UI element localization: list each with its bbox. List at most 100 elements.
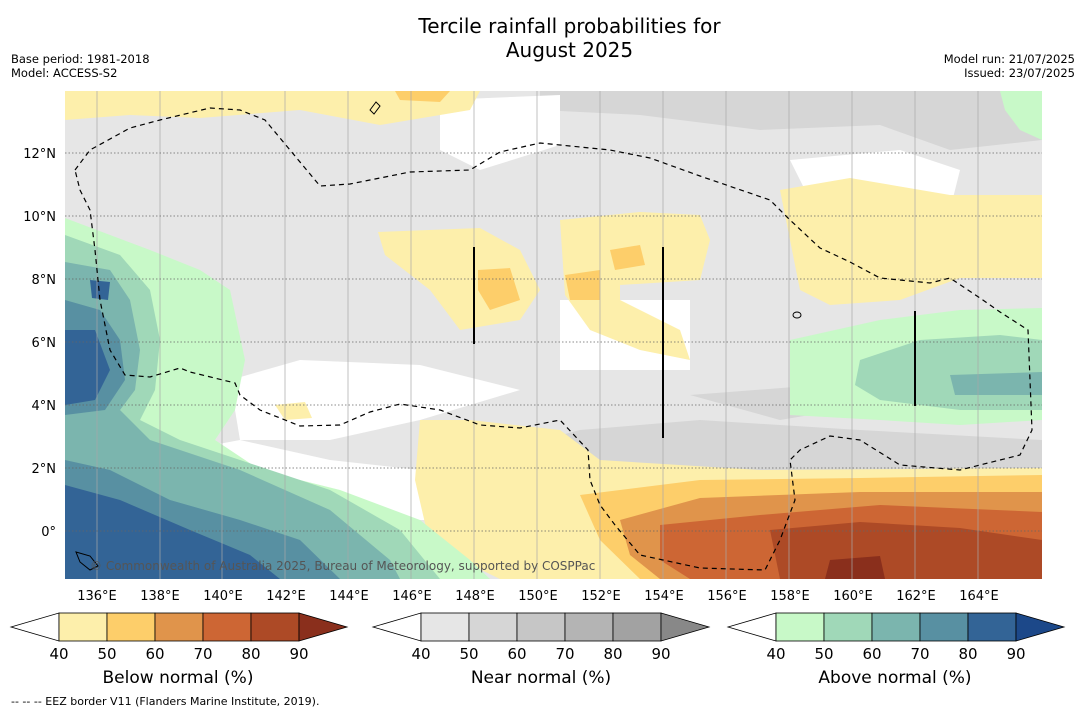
colorbar-segment (58, 612, 108, 642)
longitude-label: 138°E (140, 589, 180, 604)
longitude-label: 140°E (203, 589, 243, 604)
longitude-labels: 136°E 138°E 140°E 142°E 144°E 146°E 148°E 150°E… (77, 589, 999, 604)
colorbar-tick-label: 90 (1006, 645, 1025, 663)
above-normal-region (950, 372, 1042, 395)
colorbar-tick-label: 90 (289, 645, 308, 663)
latitude-label: 8°N (32, 273, 57, 288)
longitude-label: 162°E (896, 589, 936, 604)
colorbar-segment (871, 612, 921, 642)
colorbar: 40 50 60 70 80 90 (9, 612, 349, 663)
model-run: Model run: 21/07/2025 (943, 52, 1075, 66)
above-normal-colorbar-title: Above normal (%) (818, 668, 972, 688)
colorbar-segment (564, 612, 614, 642)
colorbar-min-extension (726, 612, 777, 642)
colorbar-tick-label: 50 (97, 645, 116, 663)
below-normal-region (478, 268, 520, 310)
above-normal-region (65, 330, 110, 405)
colorbar-tick-label: 70 (193, 645, 212, 663)
island-outline (369, 101, 381, 115)
model-name: Model: ACCESS-S2 (11, 66, 118, 80)
latitude-labels: 12°N 10°N 8°N 6°N 4°N 2°N 0° (23, 147, 56, 540)
issued-date: Issued: 23/07/2025 (964, 66, 1075, 80)
colorbar-max-extension (660, 612, 711, 642)
below-normal-region (780, 178, 1042, 305)
below-normal-region (565, 270, 600, 300)
colorbar-tick-label: 70 (910, 645, 929, 663)
graticule (96, 91, 979, 579)
latitude-label: 10°N (23, 210, 56, 225)
island-outline (792, 311, 802, 319)
latitude-label: 2°N (32, 462, 57, 477)
longitude-label: 136°E (77, 589, 117, 604)
no-signal-region (440, 95, 560, 170)
longitude-label: 156°E (707, 589, 747, 604)
colorbar-max-extension (298, 612, 349, 642)
colorbar-segment (919, 612, 969, 642)
latitude-label: 0° (41, 525, 56, 540)
colorbar-segment (823, 612, 873, 642)
longitude-label: 142°E (266, 589, 306, 604)
colorbar-tick-label: 80 (958, 645, 977, 663)
colorbars: 40 50 60 70 80 90 40 50 60 70 80 90 40 50 60 70 80 90 (9, 612, 1066, 663)
colorbar-tick-label: 40 (411, 645, 430, 663)
near-normal-band (540, 91, 1042, 150)
no-signal-region (230, 360, 520, 440)
latitude-label: 4°N (32, 399, 57, 414)
model-info: Base period: 1981-2018 Model: ACCESS-S2 (11, 52, 150, 80)
colorbar-tick-label: 90 (651, 645, 670, 663)
colorbar-segment (775, 612, 825, 642)
colorbar-segment (516, 612, 566, 642)
title-line-1: Tercile rainfall probabilities for (418, 14, 721, 38)
island-chains (473, 247, 916, 438)
colorbar-tick-label: 60 (507, 645, 526, 663)
colorbar-tick-label: 40 (766, 645, 785, 663)
longitude-label: 144°E (329, 589, 369, 604)
latitude-label: 12°N (23, 147, 56, 162)
longitude-label: 160°E (833, 589, 873, 604)
longitude-label: 154°E (644, 589, 684, 604)
eez-border (74, 107, 1033, 571)
colorbar-segment (250, 612, 300, 642)
colorbar-min-extension (371, 612, 422, 642)
colorbar-segment (612, 612, 662, 642)
colorbar-tick-label: 60 (862, 645, 881, 663)
colorbar-max-extension (1015, 612, 1066, 642)
colorbar-segment (106, 612, 156, 642)
colorbar-segment (420, 612, 470, 642)
colorbar-tick-label: 70 (555, 645, 574, 663)
chart-title: Tercile rainfall probabilities for Augus… (0, 14, 1085, 62)
colorbar-tick-label: 80 (603, 645, 622, 663)
longitude-label: 152°E (581, 589, 621, 604)
colorbar-segment (468, 612, 518, 642)
map-area: © Commonwealth of Australia 2025, Bureau… (65, 91, 1042, 579)
colorbar-segment (967, 612, 1017, 642)
below-normal-region (560, 212, 710, 360)
base-period: Base period: 1981-2018 (11, 52, 150, 66)
near-normal-colorbar-title: Near normal (%) (470, 668, 612, 688)
colorbar-tick-label: 80 (241, 645, 260, 663)
colorbar-segment (202, 612, 252, 642)
colorbar-min-extension (9, 612, 60, 642)
title-line-2: August 2025 (505, 38, 634, 62)
longitude-label: 148°E (455, 589, 495, 604)
colorbar: 40 50 60 70 80 90 (371, 612, 711, 663)
longitude-label: 150°E (518, 589, 558, 604)
below-normal-region (825, 556, 885, 579)
below-normal-region (610, 245, 645, 270)
colorbar-tick-label: 50 (814, 645, 833, 663)
above-normal-region (1000, 91, 1042, 140)
run-info: Model run: 21/07/2025 Issued: 23/07/2025 (944, 52, 1075, 80)
longitude-label: 164°E (959, 589, 999, 604)
below-normal-region (395, 91, 450, 102)
above-normal-region (90, 280, 110, 300)
latitude-label: 6°N (32, 336, 57, 351)
above-normal-region (65, 485, 280, 579)
colorbar-tick-label: 50 (459, 645, 478, 663)
colorbar-tick-label: 40 (49, 645, 68, 663)
longitude-label: 146°E (392, 589, 432, 604)
colorbar-tick-label: 60 (145, 645, 164, 663)
copyright-credit: © Commonwealth of Australia 2025, Bureau… (90, 559, 595, 573)
eez-footnote: -- -- -- EEZ border V11 (Flanders Marine… (11, 695, 320, 708)
longitude-label: 158°E (770, 589, 810, 604)
